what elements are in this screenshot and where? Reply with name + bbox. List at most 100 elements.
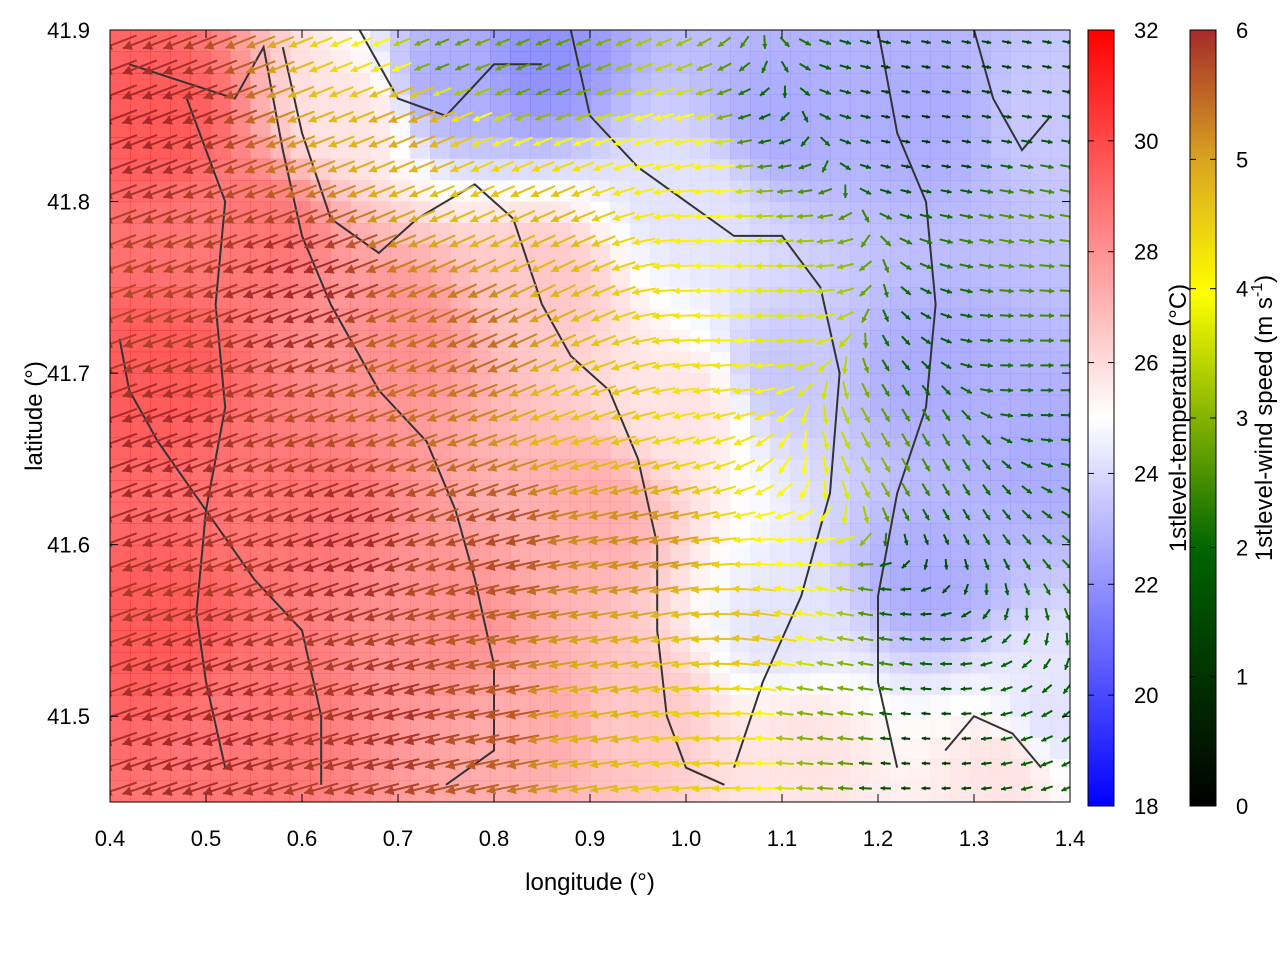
heat-cell	[890, 609, 911, 631]
heat-cell	[910, 609, 931, 631]
heat-cell	[610, 180, 631, 202]
heat-cell	[370, 30, 391, 52]
heat-cell	[870, 94, 891, 116]
heat-cell	[930, 673, 951, 695]
heat-cell	[630, 781, 651, 803]
heat-cell	[250, 373, 271, 395]
heat-cell	[810, 781, 831, 803]
heat-cell	[110, 395, 131, 417]
heat-cell	[710, 309, 731, 331]
heat-cell	[1050, 416, 1071, 438]
y-tick-label: 41.6	[47, 533, 90, 558]
heat-cell	[750, 566, 771, 588]
heat-cell	[930, 609, 951, 631]
heat-cell	[910, 716, 931, 738]
heat-cell	[970, 630, 991, 652]
y-tick-label: 41.9	[47, 18, 90, 43]
heat-cell	[910, 51, 931, 73]
heat-cell	[750, 266, 771, 288]
x-tick-label: 0.7	[383, 826, 414, 851]
heat-cell	[570, 716, 591, 738]
colorbar-tick-label: 18	[1134, 794, 1158, 819]
heat-cell	[790, 416, 811, 438]
heat-cell	[870, 352, 891, 374]
heat-cell	[710, 716, 731, 738]
heat-cell	[990, 202, 1011, 224]
heat-cell	[310, 545, 331, 567]
heat-cell	[630, 73, 651, 95]
heat-cell	[290, 545, 311, 567]
heat-cell	[510, 716, 531, 738]
heat-cell	[470, 116, 491, 138]
heat-cell	[490, 116, 511, 138]
heat-cell	[830, 94, 851, 116]
x-tick-label: 0.5	[191, 826, 222, 851]
heat-cell	[1030, 716, 1051, 738]
heat-cell	[910, 545, 931, 567]
heat-cell	[610, 716, 631, 738]
heat-cell	[1050, 738, 1071, 760]
heat-cell	[510, 180, 531, 202]
heat-cell	[790, 781, 811, 803]
heat-cell	[670, 566, 691, 588]
heat-cell	[330, 588, 351, 610]
heat-cell	[830, 738, 851, 760]
heat-cell	[490, 287, 511, 309]
heat-cell	[910, 459, 931, 481]
heat-cell	[910, 116, 931, 138]
heat-cell	[1010, 51, 1031, 73]
heat-cell	[830, 116, 851, 138]
heat-cell	[790, 159, 811, 181]
heat-cell	[710, 630, 731, 652]
heat-cell	[870, 51, 891, 73]
heat-cell	[950, 116, 971, 138]
heat-cell	[770, 266, 791, 288]
colorbar-tick-label: 28	[1134, 240, 1158, 265]
heat-cell	[670, 630, 691, 652]
heat-cell	[830, 266, 851, 288]
heat-cell	[930, 781, 951, 803]
heat-cell	[1050, 94, 1071, 116]
heat-cell	[950, 266, 971, 288]
heat-cell	[1030, 480, 1051, 502]
heat-cell	[470, 287, 491, 309]
heat-cell	[1050, 459, 1071, 481]
heat-cell	[790, 244, 811, 266]
heat-cell	[970, 309, 991, 331]
heat-cell	[850, 523, 871, 545]
heat-cell	[250, 30, 271, 52]
heat-cell	[930, 395, 951, 417]
heat-cell	[930, 459, 951, 481]
x-tick-label: 0.9	[575, 826, 606, 851]
heat-cell	[450, 30, 471, 52]
heat-cell	[1030, 395, 1051, 417]
heat-cell	[590, 287, 611, 309]
heat-cell	[1030, 202, 1051, 224]
heat-cell	[690, 309, 711, 331]
heat-cell	[790, 94, 811, 116]
heat-cell	[710, 738, 731, 760]
heat-cell	[870, 159, 891, 181]
heat-cell	[990, 630, 1011, 652]
heat-cell	[270, 373, 291, 395]
heat-cell	[250, 480, 271, 502]
heat-cell	[710, 673, 731, 695]
heat-cell	[810, 244, 831, 266]
heat-cell	[810, 137, 831, 159]
heat-cell	[350, 588, 371, 610]
heat-cell	[890, 159, 911, 181]
wind-speed-label-close: )	[1251, 275, 1278, 283]
heat-cell	[1050, 373, 1071, 395]
colorbar-tick-label: 20	[1134, 683, 1158, 708]
heat-cell	[950, 309, 971, 331]
heat-cell	[1030, 266, 1051, 288]
heat-cell	[330, 94, 351, 116]
heat-cell	[770, 716, 791, 738]
heat-cell	[1030, 545, 1051, 567]
heat-cell	[950, 630, 971, 652]
heat-cell	[670, 202, 691, 224]
heat-cell	[1050, 137, 1071, 159]
heat-cell	[970, 94, 991, 116]
heat-cell	[710, 566, 731, 588]
heat-cell	[730, 30, 751, 52]
